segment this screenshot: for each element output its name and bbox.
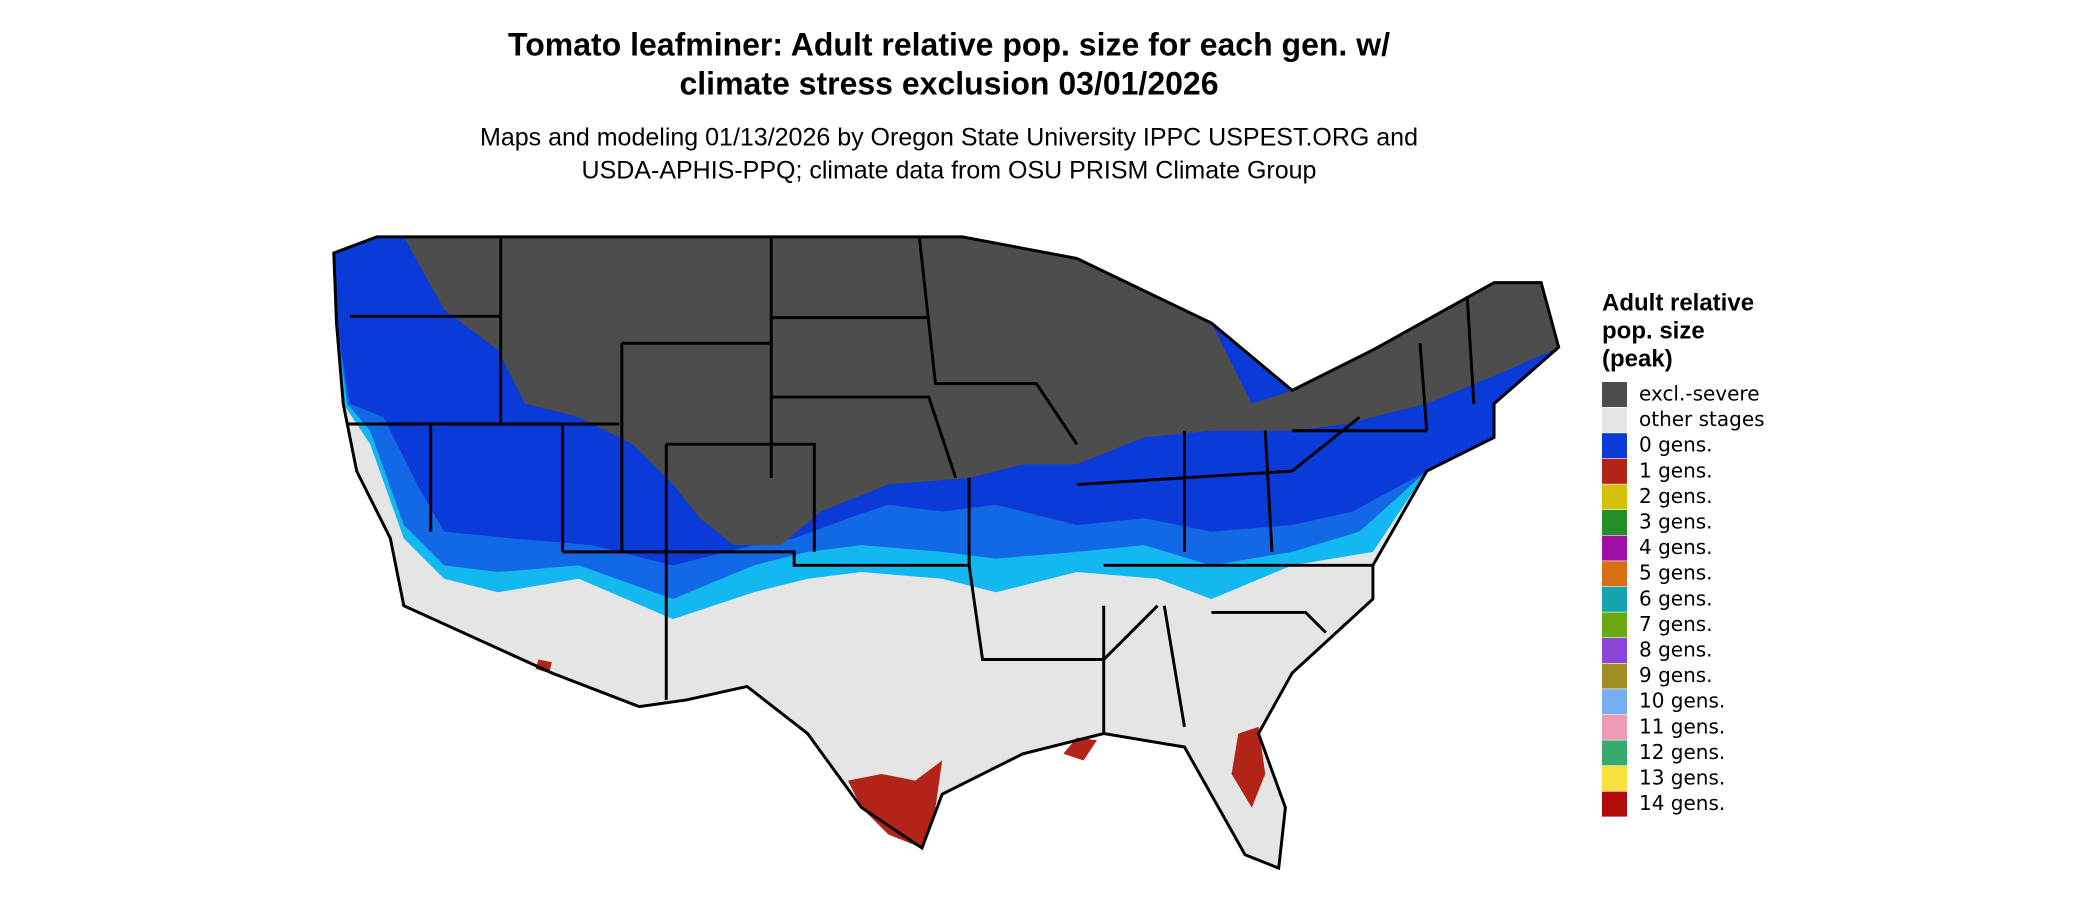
legend-swatch — [1602, 561, 1627, 587]
region-1-gens — [535, 659, 1266, 848]
legend-swatch — [1602, 663, 1627, 689]
legend-swatch — [1602, 586, 1627, 612]
legend-label: 6 gens. — [1639, 586, 1713, 610]
legend-label: 8 gens. — [1639, 638, 1713, 662]
legend-label: 14 gens. — [1639, 791, 1725, 815]
legend-label: 3 gens. — [1639, 510, 1713, 534]
legend-swatch — [1602, 766, 1627, 791]
legend-swatch — [1602, 714, 1627, 740]
legend-swatch — [1602, 407, 1627, 433]
legend-label: 11 gens. — [1639, 714, 1725, 738]
legend-swatch — [1602, 791, 1627, 817]
legend-title: pop. size — [1602, 317, 1705, 344]
legend-swatch — [1602, 510, 1627, 535]
legend-swatch — [1602, 612, 1627, 638]
legend-title: Adult relative — [1602, 289, 1754, 316]
map — [332, 235, 1561, 871]
legend-swatch — [1602, 458, 1627, 484]
legend-label: 2 gens. — [1639, 484, 1713, 508]
legend-swatch — [1602, 433, 1627, 459]
title: Tomato leafminer: Adult relative pop. si… — [508, 26, 1390, 62]
legend-label: 0 gens. — [1639, 433, 1713, 457]
country-outline — [332, 235, 1561, 871]
legend-label: 4 gens. — [1639, 535, 1713, 559]
region-excl-severe — [403, 236, 1559, 546]
legend-label: 7 gens. — [1639, 612, 1713, 636]
subtitle: Maps and modeling 01/13/2026 by Oregon S… — [480, 124, 1418, 152]
legend-label: other stages — [1639, 407, 1765, 431]
legend-label: excl.-severe — [1639, 382, 1760, 406]
title: climate stress exclusion 03/01/2026 — [679, 65, 1218, 101]
legend-label: 13 gens. — [1639, 766, 1725, 790]
legend-swatch — [1602, 484, 1627, 510]
legend-swatch — [1602, 689, 1627, 715]
legend-swatch — [1602, 382, 1627, 407]
legend-label: 10 gens. — [1639, 689, 1725, 713]
legend-swatch — [1602, 638, 1627, 663]
legend-label: 1 gens. — [1639, 458, 1713, 482]
legend-label: 12 gens. — [1639, 740, 1725, 764]
legend-label: 5 gens. — [1639, 561, 1713, 585]
subtitle: USDA-APHIS-PPQ; climate data from OSU PR… — [582, 157, 1317, 185]
legend-label: 9 gens. — [1639, 663, 1713, 687]
legend-swatch — [1602, 740, 1627, 766]
legend-swatch — [1602, 535, 1627, 561]
state-borders — [347, 236, 1476, 734]
legend-title: (peak) — [1602, 345, 1673, 372]
